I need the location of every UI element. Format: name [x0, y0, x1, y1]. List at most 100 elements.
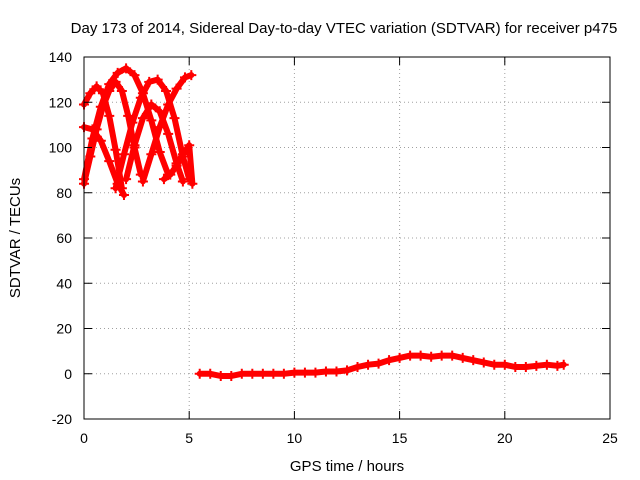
data-point [104, 110, 115, 121]
x-axis-label: GPS time / hours [290, 458, 404, 475]
data-point [520, 361, 531, 372]
data-point [171, 83, 182, 94]
x-tick-label: 15 [392, 430, 408, 446]
data-point [112, 178, 123, 189]
data-point [118, 190, 129, 201]
data-point [158, 174, 169, 185]
data-point [299, 367, 310, 378]
data-point [510, 361, 521, 372]
data-point [104, 156, 115, 167]
data-point [478, 357, 489, 368]
data-point [531, 360, 542, 371]
data-point [121, 174, 132, 185]
data-series [79, 63, 569, 382]
data-point [331, 366, 342, 377]
data-point [123, 110, 134, 121]
data-point [129, 140, 140, 151]
data-point [499, 359, 510, 370]
data-point [95, 135, 106, 146]
data-point [489, 359, 500, 370]
data-point [257, 368, 268, 379]
data-point [436, 350, 447, 361]
data-point [97, 88, 108, 99]
data-point [146, 115, 157, 126]
data-point [373, 358, 384, 369]
data-point [127, 117, 138, 128]
x-tick-label: 20 [497, 430, 513, 446]
y-tick-label: 0 [64, 366, 72, 382]
series-trace-arc-f [123, 101, 186, 185]
y-tick-label: 20 [56, 321, 72, 337]
data-point [169, 113, 180, 124]
data-point [541, 359, 552, 370]
data-point [146, 99, 157, 110]
data-point [110, 144, 121, 155]
data-point [552, 360, 563, 371]
data-point [352, 361, 363, 372]
data-point [137, 113, 148, 124]
data-point [118, 149, 129, 160]
data-point [184, 140, 195, 151]
data-point [121, 63, 132, 74]
data-point [558, 359, 569, 370]
data-point [236, 368, 247, 379]
data-point [154, 122, 165, 133]
data-point [205, 368, 216, 379]
data-point [104, 79, 115, 90]
data-point [163, 99, 174, 110]
data-point [146, 149, 157, 160]
data-point [289, 367, 300, 378]
x-tick-label: 5 [185, 430, 193, 446]
data-point [384, 355, 395, 366]
data-point [363, 359, 374, 370]
data-point [177, 149, 188, 160]
chart-title: Day 173 of 2014, Sidereal Day-to-day VTE… [71, 20, 618, 37]
data-point [85, 88, 96, 99]
data-point [87, 124, 98, 135]
data-point [144, 76, 155, 87]
data-point [171, 160, 182, 171]
data-point [247, 368, 258, 379]
grid-lines [84, 57, 610, 419]
data-point [426, 351, 437, 362]
data-point [152, 74, 163, 85]
data-point [415, 350, 426, 361]
data-point [278, 368, 289, 379]
data-point [137, 176, 148, 187]
data-point [135, 92, 146, 103]
x-tick-label: 0 [80, 430, 88, 446]
data-point [268, 368, 279, 379]
data-point [165, 169, 176, 180]
data-point [116, 85, 127, 96]
data-point [447, 350, 458, 361]
y-tick-label: 100 [49, 140, 73, 156]
data-point [405, 350, 416, 361]
data-point [186, 70, 197, 81]
data-point [154, 147, 165, 158]
x-tick-label: 10 [287, 430, 303, 446]
data-point [179, 72, 190, 83]
data-point [187, 178, 198, 189]
y-tick-label: -20 [52, 411, 72, 427]
data-point [468, 355, 479, 366]
data-point [320, 366, 331, 377]
y-tick-label: 60 [56, 230, 72, 246]
x-tick-label: 25 [602, 430, 618, 446]
data-point [457, 352, 468, 363]
axis-ticks: -20 0 20 40 60 80 100 120 140 0 5 10 15 20 25 [49, 49, 618, 446]
data-point [394, 352, 405, 363]
data-point [226, 371, 237, 382]
series-trace-arc-d [112, 76, 193, 192]
data-point [177, 176, 188, 187]
data-point [112, 67, 123, 78]
data-point [215, 371, 226, 382]
data-point [163, 128, 174, 139]
data-point [342, 365, 352, 376]
y-axis-label: SDTVAR / TECUs [7, 178, 24, 298]
data-point [161, 85, 172, 96]
data-point [91, 81, 102, 92]
y-tick-label: 80 [56, 185, 72, 201]
data-point [194, 368, 205, 379]
